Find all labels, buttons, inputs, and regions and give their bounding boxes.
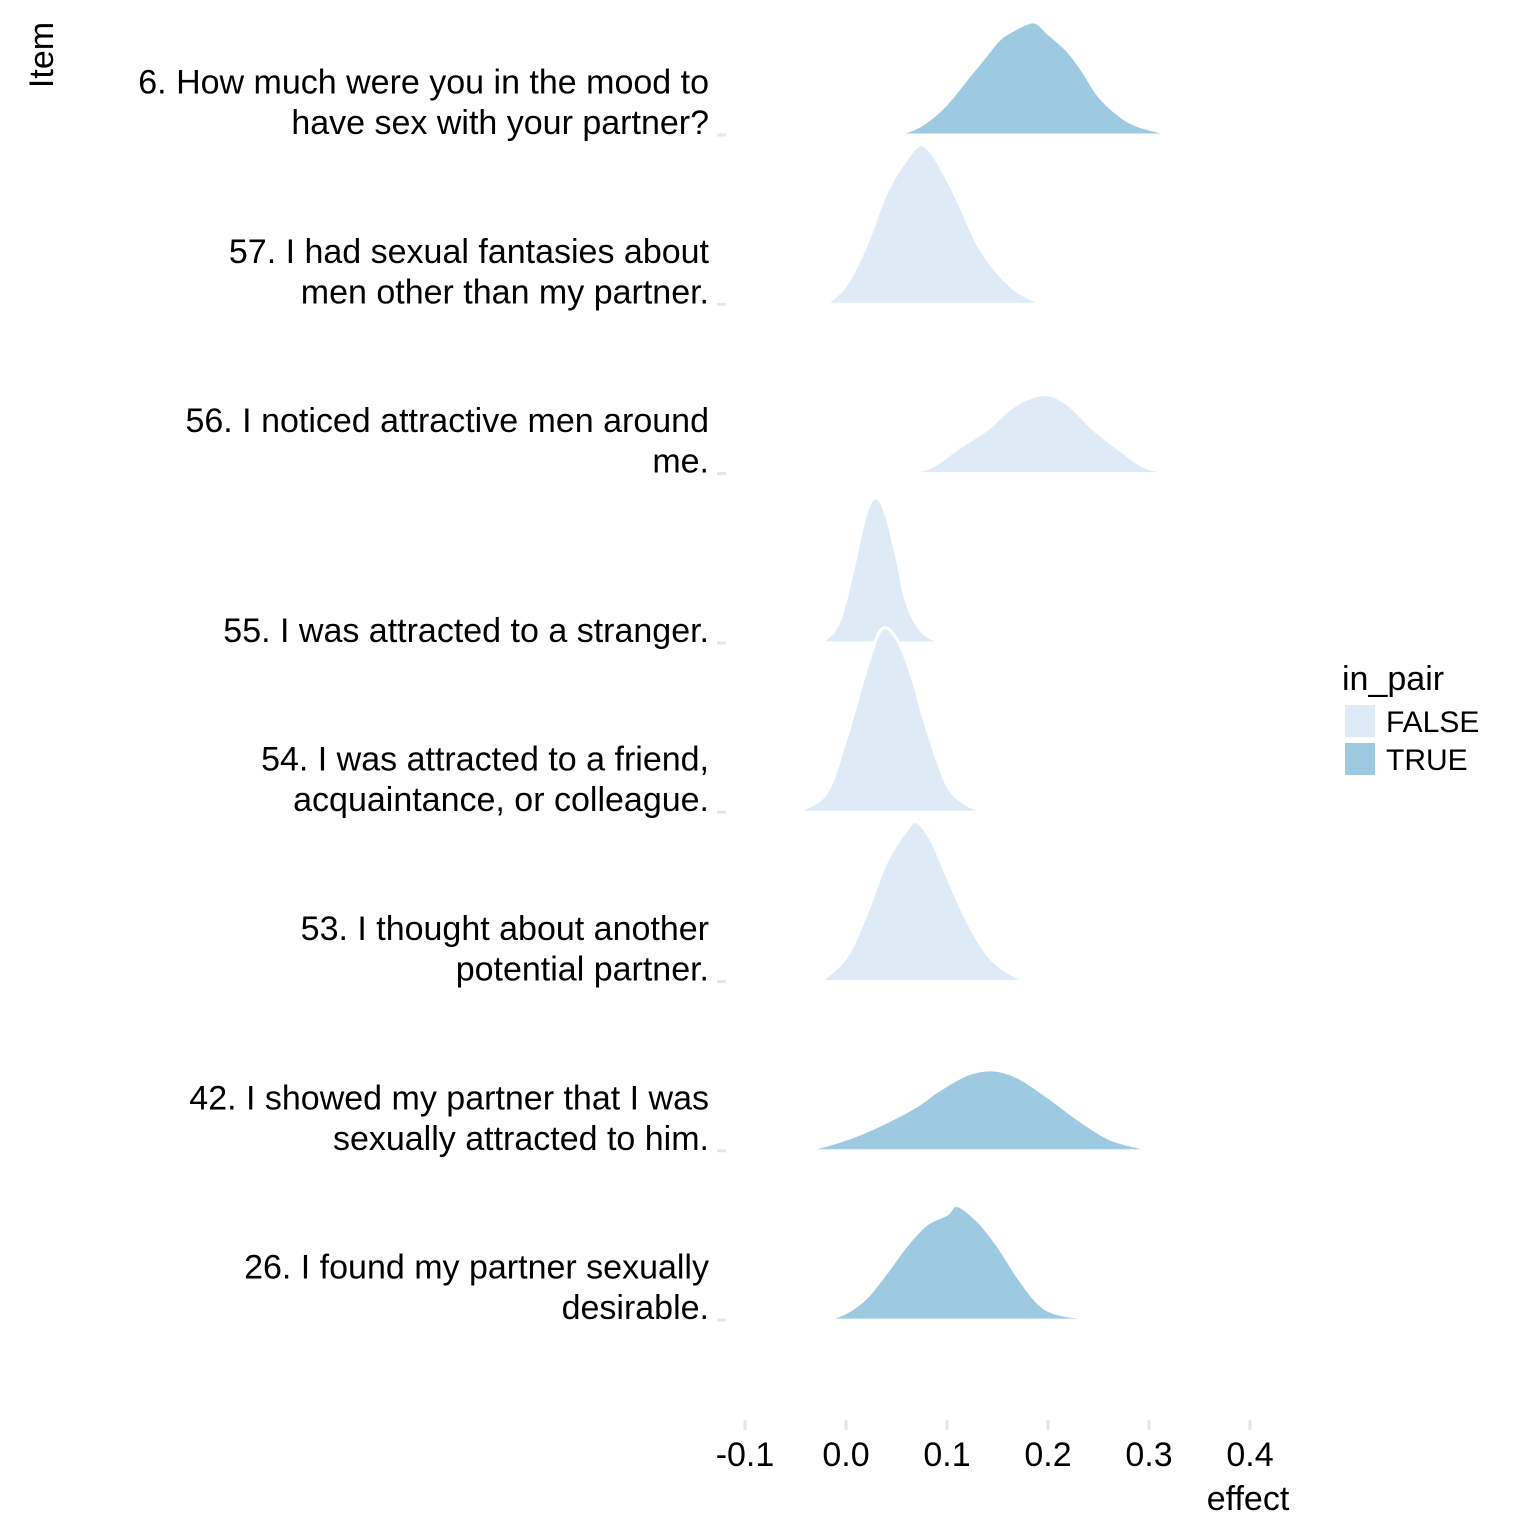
density-ridge <box>817 496 948 645</box>
y-axis-title: Item <box>23 22 61 88</box>
y-tick-label: 56. I noticed attractive men around <box>185 402 709 440</box>
x-tick-label: 0.4 <box>1226 1436 1273 1474</box>
y-tick-label: 54. I was attracted to a friend, <box>261 741 709 779</box>
y-tick-label: sexually attracted to him. <box>333 1120 709 1158</box>
x-tick-label: 0.0 <box>822 1436 869 1474</box>
y-tick-label: 42. I showed my partner that I was <box>189 1079 709 1117</box>
y-tick-label: 55. I was attracted to a stranger. <box>223 612 709 650</box>
density-ridge <box>816 820 1029 983</box>
density-ridge <box>881 20 1175 137</box>
x-axis-title: effect <box>1207 1480 1290 1518</box>
ridges-layer <box>790 20 1205 1322</box>
y-tick-label: acquaintance, or colleague. <box>293 781 709 819</box>
y-tick-label: 26. I found my partner sexually <box>244 1249 709 1287</box>
y-tick-labels: 6. How much were you in the mood tohave … <box>138 64 726 1327</box>
legend-title: in_pair <box>1342 660 1444 698</box>
density-ridge <box>822 143 1044 306</box>
y-tick-label: men other than my partner. <box>301 273 709 311</box>
y-tick-label: potential partner. <box>456 951 709 989</box>
legend-swatch-false <box>1345 705 1375 737</box>
legend: in_pair FALSE TRUE <box>1342 660 1479 777</box>
x-axis: -0.1 0.0 0.1 0.2 0.3 0.4 <box>716 1420 1274 1474</box>
legend-label-true: TRUE <box>1386 744 1468 777</box>
y-tick-label: 6. How much were you in the mood to <box>138 64 709 102</box>
y-tick-label: desirable. <box>562 1289 709 1327</box>
density-ridge <box>825 1203 1104 1322</box>
x-tick-label: 0.2 <box>1024 1436 1071 1474</box>
y-tick-label: 57. I had sexual fantasies about <box>229 233 710 271</box>
x-tick-label: 0.3 <box>1125 1436 1172 1474</box>
legend-swatch-true <box>1345 743 1375 775</box>
y-tick-label: have sex with your partner? <box>291 104 709 142</box>
y-tick-label: me. <box>652 443 709 481</box>
density-ridge <box>896 392 1205 476</box>
x-tick-label: 0.1 <box>923 1436 970 1474</box>
density-ridge <box>800 1068 1165 1153</box>
legend-label-false: FALSE <box>1386 706 1479 739</box>
density-ridge <box>790 626 988 814</box>
y-tick-label: 53. I thought about another <box>301 910 709 948</box>
x-tick-label: -0.1 <box>716 1436 775 1474</box>
